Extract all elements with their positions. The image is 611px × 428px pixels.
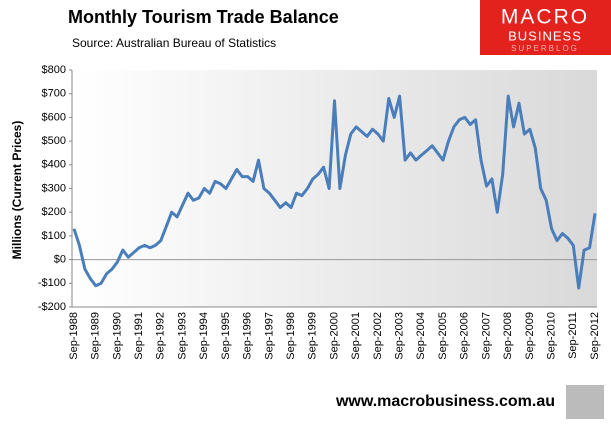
y-tick-label: $200 (42, 206, 66, 218)
y-tick-label: $400 (42, 159, 66, 171)
x-tick-label: Sep-2001 (350, 312, 362, 360)
x-tick-label: Sep-1990 (111, 312, 123, 360)
x-tick-label: Sep-1997 (263, 312, 275, 360)
y-axis-label: Millions (Current Prices) (10, 121, 24, 260)
logo-icon (566, 385, 604, 419)
y-tick-label: -$200 (38, 301, 66, 313)
y-tick-label: $100 (42, 230, 66, 242)
series-line (72, 94, 597, 290)
x-tick-label: Sep-2011 (567, 312, 579, 359)
x-tick-label: Sep-2003 (394, 312, 406, 360)
x-tick-label: Sep-1994 (198, 312, 210, 360)
x-tick-label: Sep-2006 (459, 312, 471, 360)
logo-box (480, 0, 611, 55)
x-tick-label: Sep-2002 (372, 312, 384, 360)
x-tick-label: Sep-2000 (328, 312, 340, 360)
x-tick-label: Sep-1992 (155, 312, 167, 360)
x-tick-label: Sep-2008 (502, 312, 514, 360)
x-tick-label: Sep-2004 (415, 312, 427, 360)
x-tick-label: Sep-1998 (285, 312, 297, 360)
logo-text: MACRO (501, 6, 589, 29)
subtitle: Source: Australian Bureau of Statistics (72, 36, 276, 50)
footer: www.macrobusiness.com.au (335, 393, 555, 410)
y-tick-label: $700 (42, 88, 66, 100)
x-tick-label: Sep-1991 (133, 312, 145, 360)
y-tick-label: -$100 (38, 277, 66, 289)
x-tick-label: Sep-1989 (90, 312, 102, 360)
y-tick-label: $600 (42, 111, 66, 123)
x-tick-label: Sep-2012 (589, 312, 601, 360)
x-tick-label: Sep-1996 (242, 312, 254, 360)
x-tick-label: Sep-2005 (437, 312, 449, 360)
x-tick-label: Sep-2007 (480, 312, 492, 360)
logo-text: SUPERBLOG (511, 44, 579, 53)
y-tick-label: $300 (42, 182, 66, 194)
x-tick-label: Sep-1999 (307, 312, 319, 360)
y-tick-label: $800 (42, 64, 66, 76)
y-tick-label: $500 (42, 135, 66, 147)
y-tick-label: $0 (54, 254, 66, 266)
x-tick-label: Sep-2009 (524, 312, 536, 360)
x-tick-label: Sep-1988 (68, 312, 80, 360)
logo-text: BUSINESS (508, 28, 582, 43)
x-tick-label: Sep-1995 (220, 312, 232, 360)
chart-title: Monthly Tourism Trade Balance (68, 7, 339, 27)
x-tick-label: Sep-2010 (545, 312, 557, 360)
x-tick-label: Sep-1993 (176, 312, 188, 360)
